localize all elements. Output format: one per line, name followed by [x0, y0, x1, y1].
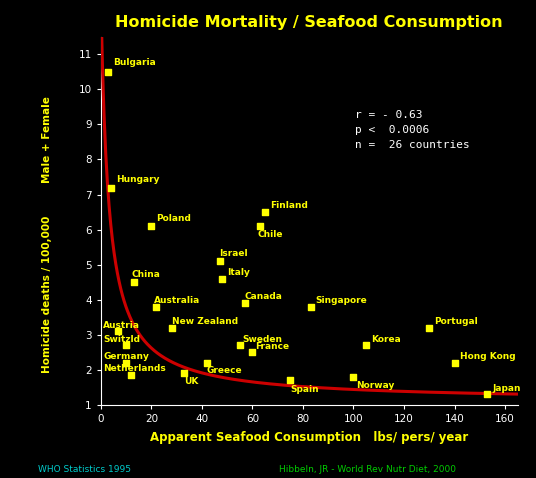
- Text: Spain: Spain: [291, 385, 319, 394]
- Text: Greece: Greece: [207, 366, 243, 375]
- Point: [122, 341, 130, 349]
- Text: r = - 0.63
p <  0.0006
n =  26 countries: r = - 0.63 p < 0.0006 n = 26 countries: [355, 110, 470, 150]
- Point: [203, 359, 211, 367]
- Point: [362, 341, 370, 349]
- Text: Japan: Japan: [493, 384, 521, 392]
- Point: [256, 222, 264, 230]
- Text: UK: UK: [184, 377, 198, 386]
- Text: Israel: Israel: [220, 249, 248, 258]
- Text: WHO Statistics 1995: WHO Statistics 1995: [38, 465, 131, 474]
- Point: [483, 391, 492, 398]
- Text: Australia: Australia: [154, 296, 200, 305]
- Point: [260, 208, 269, 216]
- Point: [235, 341, 244, 349]
- Point: [127, 371, 136, 379]
- Text: France: France: [255, 342, 289, 350]
- Title: Homicide Mortality / Seafood Consumption: Homicide Mortality / Seafood Consumption: [115, 15, 503, 30]
- X-axis label: Apparent Seafood Consumption   lbs/ pers/ year: Apparent Seafood Consumption lbs/ pers/ …: [150, 431, 468, 444]
- Point: [306, 303, 315, 311]
- Point: [114, 327, 123, 335]
- Text: China: China: [131, 270, 160, 279]
- Point: [215, 257, 224, 265]
- Point: [425, 324, 434, 332]
- Point: [167, 324, 176, 332]
- Text: Austria: Austria: [103, 321, 140, 329]
- Text: Hong Kong: Hong Kong: [459, 352, 515, 361]
- Point: [122, 359, 130, 367]
- Text: Male + Female: Male + Female: [42, 97, 51, 183]
- Point: [180, 369, 189, 377]
- Point: [129, 278, 138, 286]
- Point: [104, 68, 113, 76]
- Point: [152, 303, 161, 311]
- Point: [286, 377, 295, 384]
- Text: Sweden: Sweden: [242, 335, 282, 344]
- Text: Chile: Chile: [257, 230, 283, 239]
- Text: Finland: Finland: [270, 201, 308, 210]
- Text: Canada: Canada: [245, 293, 282, 302]
- Text: Singapore: Singapore: [316, 296, 367, 305]
- Text: Poland: Poland: [157, 214, 191, 223]
- Text: Homicide deaths / 100,000: Homicide deaths / 100,000: [42, 216, 51, 373]
- Text: Korea: Korea: [371, 335, 401, 344]
- Text: Hungary: Hungary: [116, 175, 160, 184]
- Text: Switzld: Switzld: [103, 335, 140, 344]
- Text: Hibbeln, JR - World Rev Nutr Diet, 2000: Hibbeln, JR - World Rev Nutr Diet, 2000: [279, 465, 456, 474]
- Point: [450, 359, 459, 367]
- Text: Bulgaria: Bulgaria: [114, 57, 156, 66]
- Text: Germany: Germany: [103, 352, 149, 361]
- Text: Norway: Norway: [356, 381, 394, 390]
- Point: [107, 184, 115, 191]
- Text: New Zealand: New Zealand: [172, 317, 237, 326]
- Text: Italy: Italy: [227, 268, 250, 277]
- Text: Netherlands: Netherlands: [103, 364, 166, 373]
- Text: Portugal: Portugal: [434, 317, 478, 326]
- Point: [218, 275, 226, 282]
- Point: [147, 222, 155, 230]
- Point: [248, 348, 257, 356]
- Point: [241, 299, 249, 307]
- Point: [349, 373, 358, 380]
